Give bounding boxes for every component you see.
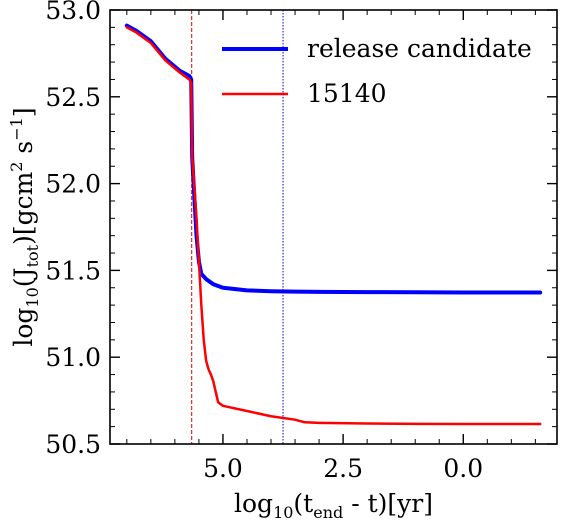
vertical-reference-lines xyxy=(191,10,284,444)
y-tick-label: 52.5 xyxy=(45,83,101,112)
y-tick-label: 53.0 xyxy=(45,0,101,25)
y-axis-label-sup2: −1 xyxy=(7,117,26,141)
x-axis-label: log10(tend - t)[yr] xyxy=(234,489,433,522)
legend-label-15140: 15140 xyxy=(307,79,387,108)
axis-ticks xyxy=(110,9,557,445)
y-tick-label: 51.0 xyxy=(45,343,101,372)
x-tick-label: 0.0 xyxy=(443,454,483,483)
x-axis-label-open: (t xyxy=(293,489,313,518)
y-axis-label-post: ] xyxy=(9,107,38,117)
x-tick-label: 2.5 xyxy=(323,454,363,483)
y-axis-label-sub: tot xyxy=(23,244,42,267)
y-axis-label-log-sub: 10 xyxy=(23,287,42,307)
legend-label-release-candidate: release candidate xyxy=(307,34,532,63)
y-axis-label: log10(Jtot)[gcm2 s−1] xyxy=(7,107,42,346)
plot-frame xyxy=(109,9,558,445)
series-line-release-candidate xyxy=(124,23,543,295)
y-axis-label-mid: )[gcm xyxy=(9,171,38,245)
legend: release candidate 15140 xyxy=(222,34,532,108)
y-axis-label-mid2: s xyxy=(9,141,38,162)
series-line-15140 xyxy=(125,26,542,426)
y-axis-label-sup1: 2 xyxy=(7,162,26,172)
x-axis-label-log: log xyxy=(234,489,273,518)
y-tick-label: 51.5 xyxy=(45,256,101,285)
series-layer xyxy=(124,23,543,426)
x-axis-label-sub: end xyxy=(313,503,343,522)
x-axis-label-post: - t)[yr] xyxy=(343,489,433,518)
y-tick-label: 52.0 xyxy=(45,170,101,199)
x-axis-label-log-sub: 10 xyxy=(273,503,293,522)
y-tick-label: 50.5 xyxy=(45,430,101,459)
tick-labels: 5.0 2.5 0.0 50.5 51.0 51.5 52.0 52.5 53.0 xyxy=(45,0,483,483)
x-tick-label: 5.0 xyxy=(203,454,243,483)
y-axis-label-open: (J xyxy=(9,267,38,287)
y-axis-label-log: log xyxy=(9,308,38,347)
